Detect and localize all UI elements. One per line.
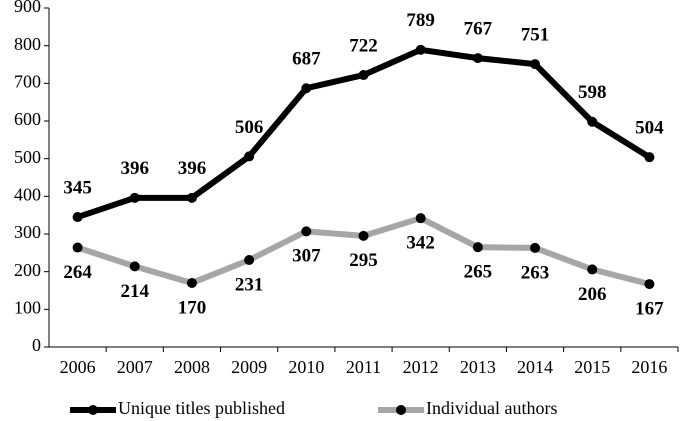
x-tick-label: 2013 — [460, 357, 496, 377]
y-tick-label: 900 — [14, 0, 41, 16]
legend-marker — [396, 405, 406, 415]
data-label: 170 — [178, 297, 207, 318]
data-label: 504 — [635, 118, 664, 139]
y-tick-label: 800 — [14, 34, 41, 54]
point — [644, 279, 655, 290]
data-label: 396 — [178, 158, 207, 179]
point — [415, 213, 426, 224]
data-label: 396 — [121, 158, 150, 179]
y-tick-label: 300 — [14, 222, 41, 242]
point — [186, 277, 197, 288]
point — [472, 242, 483, 253]
point — [129, 192, 140, 203]
data-label: 751 — [521, 24, 550, 45]
legend-label: Individual authors — [426, 398, 557, 418]
data-label: 687 — [292, 49, 321, 70]
x-tick-label: 2007 — [117, 357, 153, 377]
point — [358, 230, 369, 241]
x-tick-label: 2008 — [174, 357, 210, 377]
data-label: 265 — [464, 262, 493, 283]
data-label: 214 — [121, 281, 150, 302]
x-tick-label: 2016 — [631, 357, 667, 377]
x-tick-label: 2006 — [60, 357, 96, 377]
point — [415, 44, 426, 55]
y-tick-label: 600 — [14, 109, 41, 129]
data-label: 231 — [235, 274, 264, 295]
legend-label: Unique titles published — [118, 398, 285, 418]
point — [72, 242, 83, 253]
y-tick-label: 700 — [14, 71, 41, 91]
point — [358, 70, 369, 81]
x-tick-label: 2009 — [231, 357, 267, 377]
y-tick-label: 500 — [14, 147, 41, 167]
data-label: 263 — [521, 262, 550, 283]
point — [587, 116, 598, 127]
data-label: 345 — [63, 177, 92, 198]
y-tick-label: 200 — [14, 260, 41, 280]
point — [186, 192, 197, 203]
point — [244, 254, 255, 265]
data-label: 767 — [464, 18, 493, 39]
data-label: 722 — [349, 35, 378, 56]
x-tick-label: 2011 — [346, 357, 381, 377]
point — [472, 53, 483, 64]
y-tick-label: 400 — [14, 184, 41, 204]
legend-marker — [88, 405, 98, 415]
point — [644, 152, 655, 163]
point — [72, 212, 83, 223]
data-label: 506 — [235, 117, 264, 138]
data-label: 307 — [292, 246, 321, 267]
y-tick-label: 100 — [14, 297, 41, 317]
x-tick-label: 2010 — [288, 357, 324, 377]
data-label: 295 — [349, 250, 378, 271]
point — [129, 261, 140, 272]
x-tick-label: 2015 — [574, 357, 610, 377]
point — [530, 242, 541, 253]
data-label: 789 — [406, 10, 435, 31]
data-label: 167 — [635, 298, 664, 319]
x-tick-label: 2012 — [403, 357, 439, 377]
point — [301, 83, 312, 94]
data-label: 264 — [63, 262, 92, 283]
data-label: 342 — [406, 233, 435, 254]
x-tick-label: 2014 — [517, 357, 553, 377]
y-tick-label: 0 — [32, 335, 41, 355]
data-label: 598 — [578, 82, 607, 103]
point — [530, 59, 541, 70]
point — [587, 264, 598, 275]
point — [301, 226, 312, 237]
data-label: 206 — [578, 284, 607, 305]
point — [244, 151, 255, 162]
